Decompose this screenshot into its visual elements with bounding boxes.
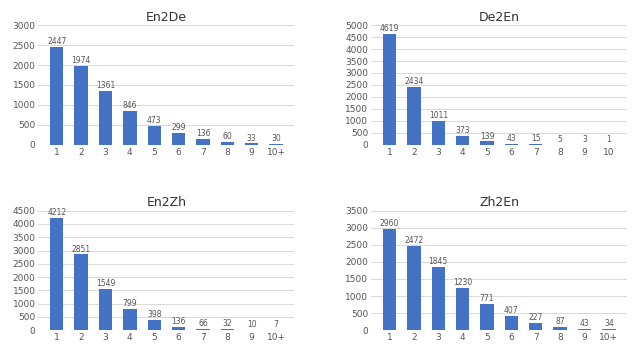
Bar	[480, 304, 493, 330]
Text: 398: 398	[147, 310, 161, 319]
Bar	[74, 66, 88, 145]
Text: 34: 34	[604, 319, 614, 328]
Bar	[99, 289, 112, 330]
Text: 2851: 2851	[72, 244, 91, 253]
Bar	[196, 328, 210, 330]
Bar	[456, 288, 469, 330]
Bar	[196, 139, 210, 145]
Text: 30: 30	[271, 134, 281, 143]
Text: 4619: 4619	[380, 24, 399, 33]
Text: 299: 299	[172, 123, 186, 132]
Text: 43: 43	[580, 319, 589, 328]
Bar	[554, 327, 567, 330]
Bar	[602, 329, 616, 330]
Text: 136: 136	[196, 129, 210, 139]
Bar	[431, 121, 445, 145]
Bar	[529, 144, 543, 145]
Text: 373: 373	[455, 126, 470, 135]
Text: 32: 32	[223, 320, 232, 328]
Bar	[172, 133, 186, 145]
Bar	[407, 87, 420, 145]
Text: 60: 60	[223, 132, 232, 141]
Text: 2447: 2447	[47, 37, 67, 46]
Text: 2472: 2472	[404, 236, 424, 245]
Text: 10: 10	[247, 320, 257, 329]
Text: 1974: 1974	[72, 56, 91, 65]
Bar	[123, 111, 136, 145]
Title: De2En: De2En	[479, 11, 520, 24]
Text: 2960: 2960	[380, 219, 399, 228]
Bar	[431, 267, 445, 330]
Bar	[50, 47, 63, 145]
Text: 7: 7	[274, 320, 278, 329]
Text: 5: 5	[557, 135, 563, 144]
Title: En2De: En2De	[146, 11, 187, 24]
Text: 227: 227	[529, 313, 543, 322]
Text: 1230: 1230	[453, 278, 472, 287]
Bar	[383, 229, 396, 330]
Bar	[50, 218, 63, 330]
Text: 4212: 4212	[47, 208, 67, 217]
Bar	[123, 309, 136, 330]
Bar	[456, 136, 469, 145]
Bar	[480, 141, 493, 145]
Text: 407: 407	[504, 307, 518, 316]
Bar	[383, 34, 396, 145]
Text: 846: 846	[123, 101, 137, 110]
Text: 1549: 1549	[96, 279, 115, 288]
Bar	[505, 144, 518, 145]
Text: 1011: 1011	[429, 111, 448, 120]
Bar	[172, 327, 186, 330]
Title: Zh2En: Zh2En	[479, 196, 519, 209]
Bar	[578, 329, 591, 330]
Text: 87: 87	[556, 317, 565, 326]
Text: 771: 771	[480, 294, 494, 303]
Text: 43: 43	[506, 134, 516, 143]
Bar	[245, 144, 259, 145]
Bar	[505, 316, 518, 330]
Text: 33: 33	[247, 134, 257, 143]
Text: 2434: 2434	[404, 76, 424, 85]
Text: 3: 3	[582, 135, 587, 144]
Bar	[147, 320, 161, 330]
Text: 1361: 1361	[96, 80, 115, 89]
Text: 139: 139	[480, 131, 494, 140]
Text: 1845: 1845	[429, 257, 448, 266]
Text: 136: 136	[172, 317, 186, 326]
Bar	[407, 246, 420, 330]
Title: En2Zh: En2Zh	[147, 196, 186, 209]
Text: 799: 799	[122, 299, 137, 308]
Text: 1: 1	[607, 135, 611, 144]
Bar	[147, 126, 161, 145]
Bar	[74, 255, 88, 330]
Bar	[221, 143, 234, 145]
Text: 473: 473	[147, 116, 161, 125]
Bar	[269, 144, 283, 145]
Text: 66: 66	[198, 318, 208, 327]
Bar	[529, 322, 543, 330]
Text: 15: 15	[531, 135, 541, 144]
Bar	[99, 90, 112, 145]
